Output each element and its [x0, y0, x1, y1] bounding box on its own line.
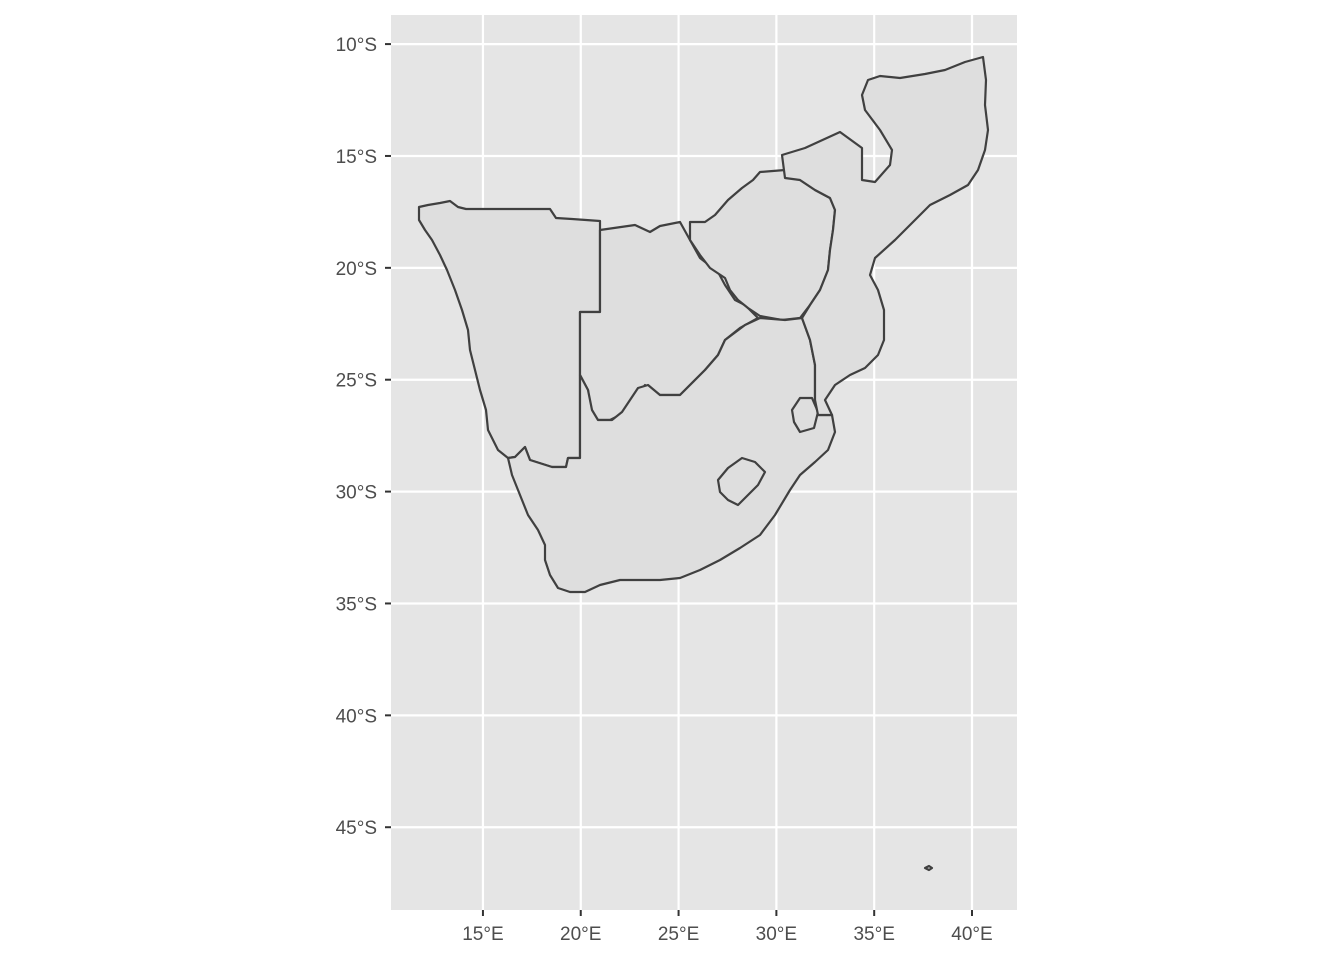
- y-tick-label-0: 10°S: [336, 35, 377, 56]
- country-eswatini[interactable]: [790, 396, 820, 434]
- y-tick-label-6: 40°S: [336, 706, 377, 727]
- y-axis: 10°S 15°S 20°S 25°S 30°S 35°S 40°S 45°S: [336, 35, 391, 839]
- x-tick-label-5: 40°E: [951, 924, 992, 945]
- x-axis: 15°E 20°E 25°E 30°E 35°E 40°E: [462, 910, 993, 945]
- y-tick-label-7: 45°S: [336, 818, 377, 839]
- country-lesotho[interactable]: [716, 456, 767, 507]
- country-mozambique[interactable]: [780, 55, 990, 417]
- y-tick-label-1: 15°S: [336, 147, 377, 168]
- x-tick-label-4: 35°E: [853, 924, 894, 945]
- y-tick-label-5: 35°S: [336, 594, 377, 615]
- x-tick-label-0: 15°E: [462, 924, 503, 945]
- y-tick-label-2: 20°S: [336, 259, 377, 280]
- island-marion[interactable]: [923, 864, 934, 872]
- x-tick-label-1: 20°E: [560, 924, 601, 945]
- x-tick-label-2: 25°E: [658, 924, 699, 945]
- y-tick-label-4: 30°S: [336, 483, 377, 504]
- country-south-africa[interactable]: [506, 316, 837, 594]
- country-borders: [417, 55, 990, 872]
- y-tick-label-3: 25°S: [336, 371, 377, 392]
- x-tick-label-3: 30°E: [756, 924, 797, 945]
